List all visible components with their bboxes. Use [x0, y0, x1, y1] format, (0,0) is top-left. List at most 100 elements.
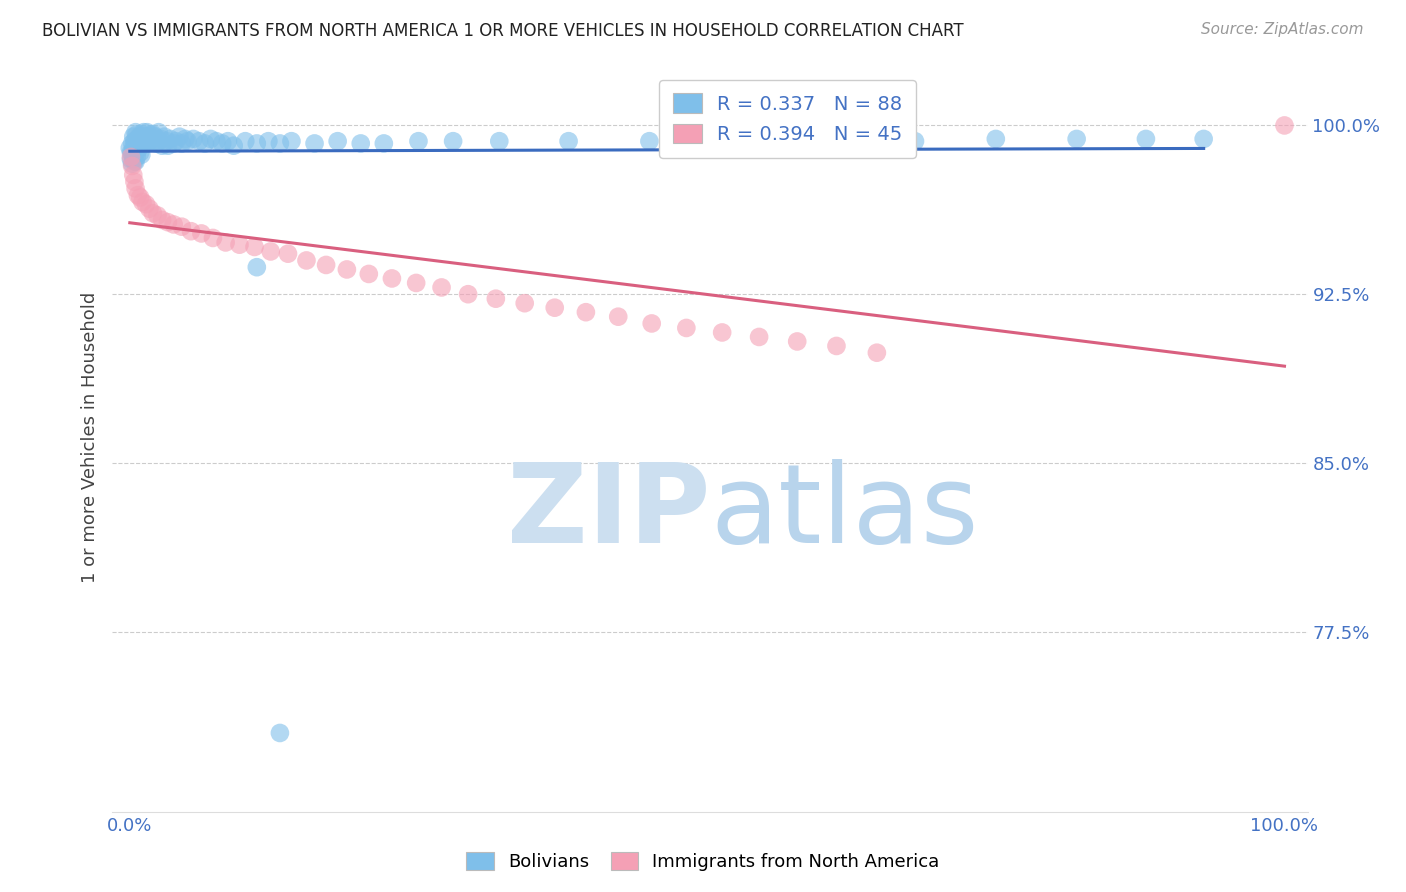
Point — [811, 134, 834, 148]
Point — [120, 145, 142, 160]
Point — [129, 190, 152, 204]
Point — [174, 132, 197, 146]
Point — [513, 296, 536, 310]
Point — [131, 147, 153, 161]
Point — [170, 219, 193, 234]
Point — [381, 271, 404, 285]
Point — [638, 134, 661, 148]
Point — [488, 134, 510, 148]
Point — [246, 136, 269, 151]
Point — [138, 134, 160, 148]
Point — [405, 276, 427, 290]
Point — [124, 143, 146, 157]
Point — [211, 136, 233, 151]
Point — [142, 128, 165, 142]
Point — [128, 141, 150, 155]
Point — [280, 134, 302, 148]
Point — [277, 246, 299, 260]
Point — [143, 134, 166, 148]
Point — [122, 152, 145, 166]
Point — [194, 136, 217, 151]
Point — [135, 134, 157, 148]
Point — [1135, 132, 1157, 146]
Point — [336, 262, 359, 277]
Point — [825, 339, 848, 353]
Point — [121, 157, 143, 171]
Point — [121, 159, 143, 173]
Point — [243, 240, 266, 254]
Point — [134, 129, 156, 144]
Point — [121, 136, 143, 151]
Point — [124, 175, 146, 189]
Point — [148, 134, 170, 148]
Point — [138, 202, 160, 216]
Point — [156, 215, 179, 229]
Point — [150, 138, 173, 153]
Point — [135, 197, 157, 211]
Point — [124, 154, 146, 169]
Point — [201, 231, 224, 245]
Point — [159, 132, 181, 146]
Point — [165, 134, 187, 148]
Point — [269, 726, 291, 740]
Point — [228, 237, 250, 252]
Point — [122, 141, 145, 155]
Point — [131, 128, 153, 142]
Y-axis label: 1 or more Vehicles in Household: 1 or more Vehicles in Household — [80, 292, 98, 582]
Point — [260, 244, 283, 259]
Point — [205, 134, 228, 148]
Point — [131, 194, 153, 209]
Point — [441, 134, 464, 148]
Point — [128, 129, 150, 144]
Point — [125, 150, 148, 164]
Point — [408, 134, 430, 148]
Point — [124, 134, 146, 148]
Point — [748, 330, 770, 344]
Point — [866, 345, 889, 359]
Text: BOLIVIAN VS IMMIGRANTS FROM NORTH AMERICA 1 OR MORE VEHICLES IN HOUSEHOLD CORREL: BOLIVIAN VS IMMIGRANTS FROM NORTH AMERIC… — [42, 22, 963, 40]
Point — [188, 134, 211, 148]
Point — [984, 132, 1007, 146]
Legend: Bolivians, Immigrants from North America: Bolivians, Immigrants from North America — [460, 845, 946, 879]
Point — [257, 134, 280, 148]
Point — [143, 129, 166, 144]
Point — [153, 129, 176, 144]
Point — [246, 260, 269, 275]
Point — [457, 287, 479, 301]
Point — [557, 134, 579, 148]
Point — [150, 213, 173, 227]
Legend: R = 0.337   N = 88, R = 0.394   N = 45: R = 0.337 N = 88, R = 0.394 N = 45 — [659, 79, 917, 158]
Point — [575, 305, 598, 319]
Point — [222, 138, 245, 153]
Point — [350, 136, 373, 151]
Point — [148, 125, 170, 139]
Point — [1192, 132, 1215, 146]
Point — [641, 317, 664, 331]
Point — [786, 334, 808, 349]
Point — [711, 326, 734, 340]
Point — [141, 132, 163, 146]
Point — [373, 136, 395, 151]
Point — [136, 136, 159, 151]
Point — [1274, 119, 1296, 133]
Point — [132, 125, 155, 139]
Point — [146, 209, 169, 223]
Point — [163, 218, 186, 232]
Point — [145, 136, 167, 151]
Point — [136, 125, 159, 139]
Point — [129, 145, 152, 160]
Point — [163, 136, 186, 151]
Point — [718, 134, 741, 148]
Point — [120, 152, 142, 166]
Point — [132, 136, 155, 151]
Point — [485, 292, 508, 306]
Point — [125, 138, 148, 153]
Point — [190, 227, 212, 241]
Point — [675, 321, 697, 335]
Point — [124, 154, 146, 169]
Point — [217, 134, 239, 148]
Point — [124, 134, 146, 148]
Point — [127, 132, 149, 146]
Point — [125, 128, 148, 142]
Point — [214, 235, 236, 250]
